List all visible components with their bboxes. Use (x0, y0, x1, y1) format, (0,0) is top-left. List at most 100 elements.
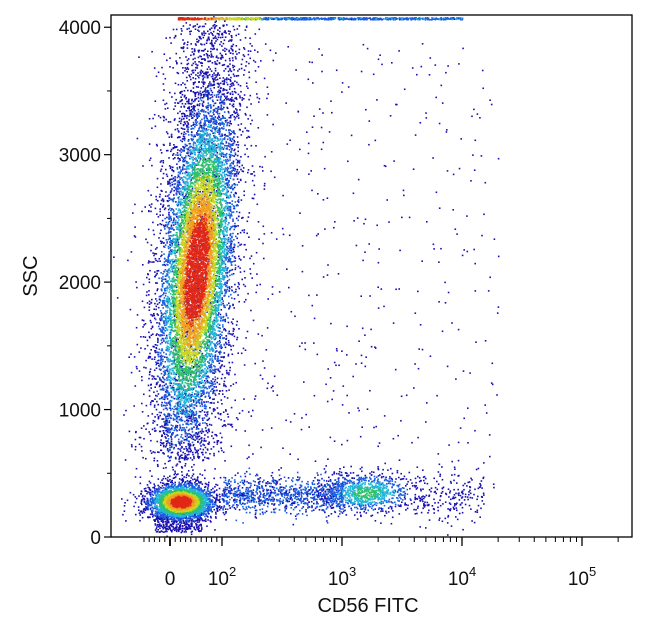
event-dot (214, 116, 217, 118)
event-dot (350, 507, 352, 510)
event-dot (187, 394, 190, 397)
event-dot (223, 352, 226, 354)
event-dot (160, 312, 163, 314)
event-dot (327, 488, 329, 491)
event-dot (141, 495, 144, 498)
event-dot (221, 364, 223, 366)
event-dot (211, 142, 213, 144)
event-dot (317, 233, 319, 235)
event-dot (134, 448, 137, 451)
event-dot (320, 498, 323, 500)
event-dot (220, 41, 222, 43)
event-dot (165, 525, 167, 527)
event-dot (245, 25, 248, 28)
event-dot (168, 181, 171, 183)
event-dot (236, 28, 239, 30)
event-dot (196, 425, 198, 427)
event-dot (198, 530, 200, 532)
event-dot (159, 116, 162, 119)
event-dot (147, 228, 150, 231)
event-dot (396, 103, 398, 106)
event-dot (200, 94, 202, 97)
event-dot (405, 504, 407, 506)
event-dot (188, 521, 190, 523)
event-dot (210, 89, 213, 92)
event-dot (198, 481, 200, 484)
event-dot (156, 517, 158, 519)
event-dot (184, 456, 186, 458)
event-dot (343, 478, 346, 481)
event-dot (218, 91, 221, 94)
event-dot (163, 421, 166, 423)
event-dot (383, 415, 386, 417)
event-dot (201, 32, 203, 34)
event-dot (190, 110, 192, 112)
event-dot (388, 221, 390, 223)
event-dot (154, 351, 157, 354)
event-dot (389, 505, 392, 508)
event-dot (219, 30, 221, 33)
event-dot (221, 32, 224, 35)
event-dot (453, 473, 456, 476)
event-dot (182, 480, 184, 482)
event-dot (468, 491, 470, 493)
event-dot (202, 58, 204, 60)
event-dot (209, 42, 212, 45)
event-dot (234, 80, 236, 83)
event-dot (189, 527, 191, 529)
event-dot (236, 237, 238, 240)
event-dot (213, 477, 215, 480)
event-dot (181, 138, 184, 140)
event-dot (325, 493, 327, 495)
event-dot (332, 483, 334, 486)
event-dot (230, 244, 232, 246)
event-dot (249, 272, 252, 275)
event-dot (457, 488, 459, 491)
event-dot (220, 507, 222, 509)
event-dot (163, 524, 165, 527)
event-dot (153, 427, 156, 430)
event-dot (223, 31, 226, 34)
event-dot (421, 260, 423, 262)
event-dot (192, 399, 195, 401)
event-dot (199, 349, 201, 352)
event-dot (220, 360, 223, 362)
event-dot (167, 429, 169, 431)
event-dot (370, 474, 373, 476)
event-dot (203, 411, 206, 413)
event-dot (219, 43, 221, 46)
event-dot (177, 473, 179, 475)
event-dot (192, 25, 195, 28)
event-dot (134, 226, 136, 228)
event-dot (155, 195, 157, 198)
event-dot (194, 77, 197, 80)
event-dot (196, 40, 198, 43)
event-dot (230, 187, 232, 190)
event-dot (202, 443, 204, 446)
event-dot (453, 466, 456, 469)
event-dot (170, 456, 172, 459)
event-dot (187, 519, 190, 522)
event-dot (166, 449, 169, 451)
event-dot (207, 50, 209, 53)
event-dot (189, 433, 192, 436)
event-dot (370, 328, 372, 331)
event-dot (197, 190, 199, 192)
event-dot (182, 286, 184, 289)
event-dot (251, 45, 253, 47)
event-dot (243, 47, 245, 49)
event-dot (432, 157, 434, 159)
event-dot (146, 276, 148, 279)
event-dot (376, 99, 378, 101)
event-dot (214, 392, 216, 395)
event-dot (127, 259, 129, 262)
event-dot (161, 219, 164, 222)
event-dot (224, 30, 226, 32)
event-dot (141, 300, 144, 303)
event-dot (405, 478, 408, 480)
event-dot (181, 454, 183, 456)
event-dot (201, 483, 204, 485)
event-dot (162, 519, 164, 522)
event-dot (155, 308, 157, 311)
event-dot (151, 375, 153, 377)
